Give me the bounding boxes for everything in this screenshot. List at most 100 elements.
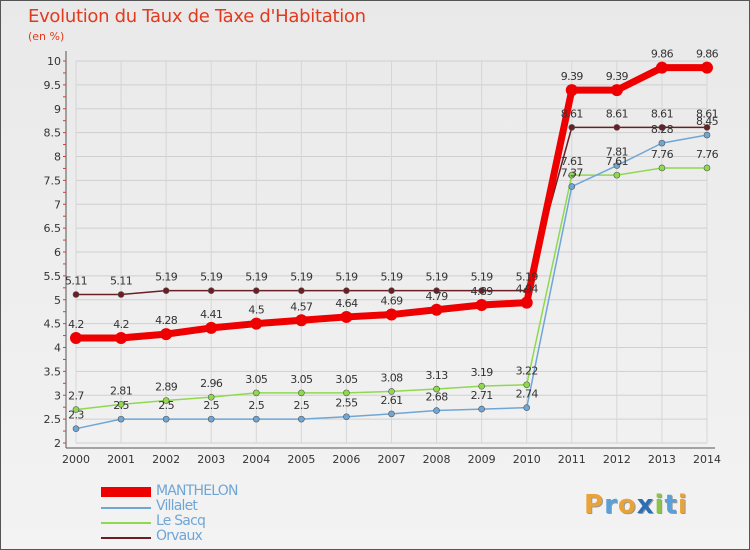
data-label-manthelon: 4.41 [200, 308, 222, 321]
plot-area: 2 2.5 3 3.5 4 4.5 5 5.5 6 6.5 7 7.5 8 8.5 9 9.5 10 2000 20… [44, 48, 722, 466]
data-point-villalet [703, 131, 711, 139]
x-tick-label: 2003 [197, 453, 225, 466]
data-point-le-sacq [162, 397, 170, 404]
x-tick-label: 2011 [558, 453, 586, 466]
data-point-villalet [523, 404, 531, 411]
data-label-le-sacq: 7.61 [561, 155, 583, 168]
data-label-orvaux: 5.19 [426, 271, 449, 284]
data-label-villalet: 7.37 [561, 167, 584, 180]
data-label-villalet: 8.28 [651, 123, 674, 136]
data-label-orvaux: 5.11 [110, 274, 132, 287]
data-label-orvaux: 8.61 [651, 107, 673, 120]
data-point-manthelon [655, 61, 668, 74]
data-point-villalet [658, 139, 666, 147]
data-point-orvaux [117, 291, 125, 298]
data-point-le-sacq [117, 401, 125, 408]
data-point-le-sacq [252, 389, 260, 397]
data-point-orvaux [478, 287, 485, 294]
x-tick-label: 2005 [287, 453, 315, 466]
data-label-manthelon: 4.79 [426, 290, 449, 303]
legend-item-le-sacq[interactable]: Le Sacq [101, 514, 341, 530]
data-label-le-sacq: 3.05 [245, 373, 268, 386]
legend-swatch-manthelon [101, 487, 151, 497]
data-label-manthelon: 4.89 [471, 285, 494, 298]
data-point-villalet [207, 415, 215, 423]
x-tick-label: 2002 [152, 453, 180, 466]
data-label-villalet: 2.74 [516, 388, 539, 401]
proxiti-logo: Proxiti [584, 490, 688, 520]
data-point-manthelon [520, 296, 533, 309]
data-label-orvaux: 5.19 [290, 271, 313, 284]
legend-item-orvaux[interactable]: Orvaux [101, 529, 341, 545]
data-label-manthelon: 4.28 [155, 314, 178, 327]
legend-item-manthelon[interactable]: MANTHELON [101, 484, 341, 500]
data-point-le-sacq [433, 385, 440, 393]
data-point-villalet [388, 410, 395, 418]
data-label-manthelon: 9.86 [651, 48, 674, 61]
y-tick-label: 4.5 [44, 318, 62, 331]
data-point-manthelon [295, 314, 308, 327]
data-label-le-sacq: 7.76 [696, 148, 719, 161]
data-point-orvaux [433, 287, 440, 294]
chart-title: Evolution du Taux de Taxe d'Habitation [28, 6, 366, 27]
data-point-manthelon [610, 84, 623, 97]
y-tick-label: 7 [54, 198, 61, 211]
data-point-orvaux [162, 287, 170, 294]
data-point-villalet [298, 415, 305, 423]
data-point-manthelon [701, 61, 713, 74]
data-label-villalet: 2.68 [426, 391, 449, 404]
data-label-villalet: 2.5 [294, 399, 310, 412]
y-tick-label: 2 [54, 437, 61, 450]
data-label-manthelon: 4.5 [248, 304, 264, 317]
logo-letter: i [677, 490, 688, 520]
data-label-le-sacq: 2.81 [110, 384, 132, 397]
data-label-le-sacq: 2.89 [155, 381, 178, 394]
x-tick-label: 2009 [468, 453, 496, 466]
legend-swatch-le-sacq [101, 522, 151, 524]
data-point-manthelon [250, 317, 263, 330]
data-label-le-sacq: 3.05 [290, 373, 313, 386]
data-point-le-sacq [72, 406, 80, 413]
data-label-manthelon: 9.39 [606, 70, 629, 83]
legend-swatch-orvaux [101, 537, 151, 539]
data-label-le-sacq: 3.08 [380, 371, 403, 384]
data-point-villalet [433, 407, 440, 414]
data-label-le-sacq: 3.22 [516, 365, 538, 378]
y-tick-label: 9 [54, 103, 61, 116]
data-label-orvaux: 5.19 [200, 271, 223, 284]
data-labels: 5.11 5.11 5.19 5.19 5.19 5.19 5.19 5.19 5.19 5.19… [65, 48, 719, 422]
x-tick-label: 2001 [107, 453, 135, 466]
y-tick-label: 2.5 [44, 413, 62, 426]
y-tick-label: 4 [54, 342, 61, 355]
data-point-le-sacq [658, 164, 666, 172]
data-label-orvaux: 5.19 [471, 271, 494, 284]
x-tick-label: 2008 [423, 453, 451, 466]
data-point-orvaux [207, 287, 215, 294]
x-tick-label: 2012 [603, 453, 631, 466]
data-point-le-sacq [298, 389, 305, 397]
y-tick-label: 5.5 [44, 270, 62, 283]
data-point-villalet [613, 162, 621, 169]
data-point-le-sacq [343, 389, 350, 397]
data-label-villalet: 2.5 [113, 399, 129, 412]
legend-item-villalet[interactable]: Villalet [101, 499, 341, 515]
data-point-manthelon [205, 321, 218, 334]
data-point-manthelon [475, 299, 488, 312]
data-label-villalet: 2.5 [158, 399, 174, 412]
x-tick-label: 2014 [693, 453, 721, 466]
data-label-orvaux: 5.19 [516, 271, 539, 284]
data-label-villalet: 2.71 [471, 389, 493, 402]
data-point-villalet [568, 183, 576, 190]
data-point-orvaux [252, 287, 260, 294]
x-tick-label: 2013 [648, 453, 676, 466]
series-lines [70, 61, 713, 432]
logo-letter: o [617, 490, 637, 520]
y-tick-label: 3.5 [44, 365, 62, 378]
y-tick-label: 9.5 [44, 79, 62, 92]
data-label-orvaux: 8.61 [606, 107, 628, 120]
chart-subtitle: (en %) [28, 30, 65, 43]
data-point-le-sacq [388, 388, 395, 395]
data-point-orvaux [703, 124, 711, 131]
x-tick-label: 2000 [62, 453, 90, 466]
data-point-manthelon [160, 328, 173, 341]
